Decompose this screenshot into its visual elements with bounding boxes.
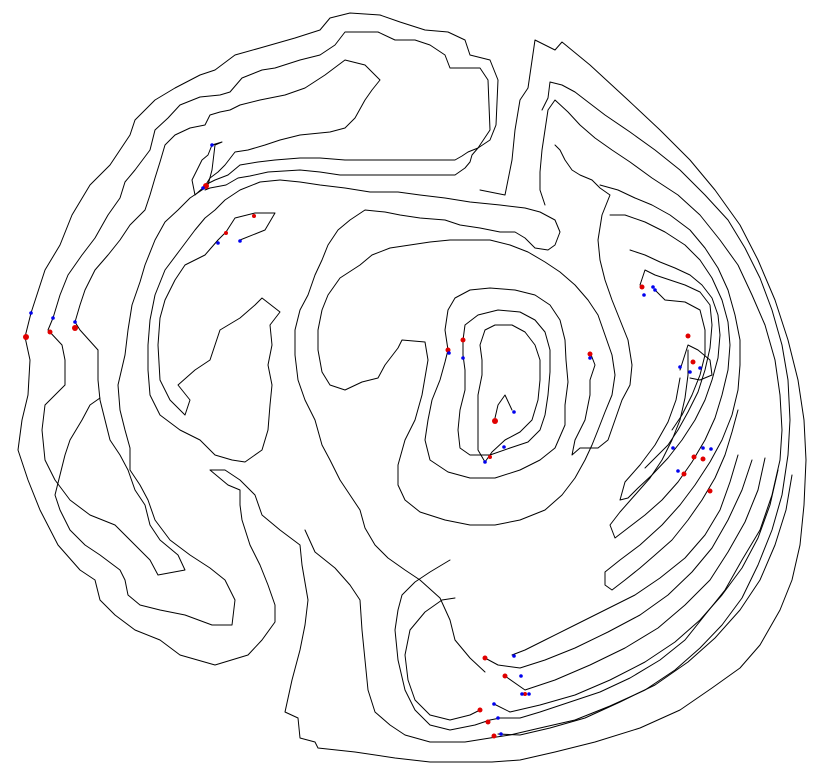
blue-marker [698,366,702,370]
contour-line-16 [554,144,633,456]
blue-marker [512,410,516,414]
blue-marker [653,288,657,292]
blue-marker [216,241,220,245]
blue-marker [520,692,524,696]
contour-line-28 [497,474,793,736]
contour-line-7 [225,212,276,241]
red-marker [502,673,508,679]
blue-marker [519,674,523,678]
contour-line-8 [279,179,561,673]
blue-marker [201,186,205,190]
blue-marker [499,732,503,736]
contour-line-19 [619,249,721,501]
contour-line-9 [394,99,783,731]
red-marker [488,455,492,459]
red-marker [691,454,697,460]
red-marker [492,418,498,424]
blue-marker [73,320,77,324]
contour-line-1b [17,39,807,763]
blue-marker [461,356,465,360]
red-marker [523,692,527,696]
red-marker [460,337,466,343]
contour-line-10 [304,81,791,743]
blue-marker [701,446,705,450]
blue-marker [709,447,713,451]
blue-marker [651,285,655,289]
contour-line-1 [30,12,499,314]
red-marker [685,333,691,339]
blue-marker [688,370,692,374]
red-marker [700,456,706,462]
blue-marker [29,311,33,315]
red-marker [252,214,256,218]
contour-line-14 [477,324,541,463]
blue-marker [496,716,500,720]
red-marker [707,488,713,494]
contour-line-23 [511,454,739,656]
blue-marker [588,356,592,360]
blue-marker [671,446,675,450]
red-marker [485,719,491,725]
blue-marker [492,702,496,706]
red-marker [72,325,78,331]
contour-line-24 [484,459,753,669]
blue-marker [642,293,646,297]
red-marker [224,231,228,235]
contour-line-20 [639,269,713,469]
blue-marker [210,143,214,147]
contour-line-2 [52,31,491,319]
red-marker [681,471,687,477]
contour-line-12 [424,287,569,479]
contour-line-27 [404,597,481,721]
blue-marker [678,365,682,369]
blue-marker [527,692,531,696]
red-marker [23,334,29,340]
contour-line-15 [494,394,513,419]
contour-line-4 [191,141,223,196]
contour-line-5 [54,187,236,626]
blue-marker [676,469,680,473]
red-marker [482,655,488,661]
contour-line-13 [457,309,551,456]
blue-marker [238,239,242,243]
red-marker [47,329,53,335]
red-marker [639,284,645,290]
blue-marker [51,316,55,320]
red-marker [477,707,483,713]
contour-lines [17,12,807,763]
blue-marker [483,460,487,464]
contour-line-25 [504,457,766,691]
contour-line-22 [679,344,713,381]
marker-points [23,143,713,739]
contour-line-21 [654,289,706,431]
contour-line-3 [74,59,381,323]
contour-line-26 [493,469,779,713]
contour-line-6 [147,179,281,463]
red-marker [587,351,593,357]
contour-line-17 [599,184,741,591]
red-marker [690,359,696,365]
contour-line-11 [317,239,616,526]
blue-marker [447,351,451,355]
blue-marker [512,654,516,658]
blue-marker [502,445,506,449]
red-marker [491,733,497,739]
contour-line-2b [41,317,186,576]
